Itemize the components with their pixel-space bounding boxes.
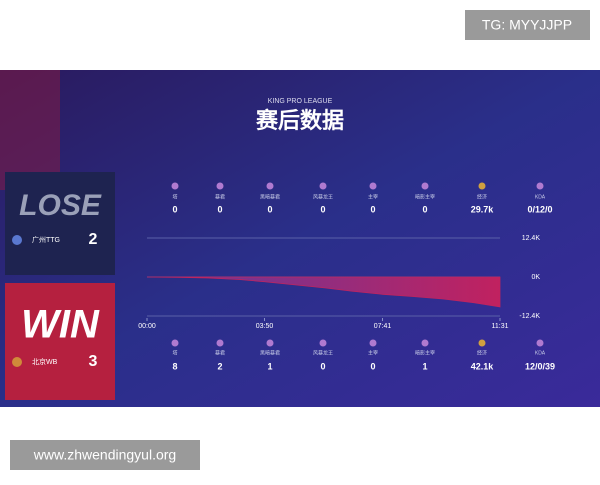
result: LOSE <box>19 189 102 222</box>
stat-icon <box>536 182 544 190</box>
stat-icon <box>421 182 429 190</box>
stat-label: 暴君 <box>215 193 225 200</box>
team-name: 广州TTG <box>32 235 60 244</box>
team-score: 3 <box>89 353 98 370</box>
stat-value: 0 <box>217 204 222 214</box>
gold-diff-area <box>146 276 501 308</box>
stat-label: 暴君 <box>215 349 225 356</box>
y-tick-label: 12.4K <box>522 235 541 242</box>
stat-icon <box>319 182 327 190</box>
stat-icon <box>369 182 377 190</box>
stat-icon <box>216 339 224 347</box>
stat-icon <box>369 339 377 347</box>
x-tick-label: 03:50 <box>256 323 274 330</box>
stat-icon <box>478 182 486 190</box>
stat-label: 暗影主宰 <box>415 349 435 356</box>
stat-value: 0 <box>267 204 272 214</box>
stat-icon <box>319 339 327 347</box>
y-tick-label: -12.4K <box>519 313 540 320</box>
stat-value: 2 <box>217 361 222 371</box>
stat-icon <box>216 182 224 190</box>
stat-value: 29.7k <box>471 204 495 214</box>
stat-value: 0 <box>422 204 427 214</box>
title: 赛后数据 <box>255 108 344 133</box>
stat-label: 经济 <box>477 193 487 200</box>
stat-label: KDA <box>535 194 546 200</box>
stat-label: 风暴龙王 <box>313 193 333 200</box>
stat-value: 0 <box>320 361 325 371</box>
stat-icon <box>171 339 179 347</box>
stat-value: 0/12/0 <box>527 204 552 214</box>
x-tick-label: 11:31 <box>492 323 509 330</box>
watermark: TG: MYYJJPP <box>482 17 572 33</box>
stat-value: 0 <box>370 361 375 371</box>
stat-label: 塔 <box>172 193 177 200</box>
team-name: 北京WB <box>32 357 58 366</box>
stat-label: 风暴龙王 <box>313 349 333 356</box>
watermark-box <box>465 10 590 40</box>
stat-icon <box>266 339 274 347</box>
stat-icon <box>478 339 486 347</box>
stat-value: 0 <box>172 204 177 214</box>
stat-label: 主宰 <box>368 349 378 356</box>
stat-label: KDA <box>535 350 546 356</box>
stat-label: 黑暗暴君 <box>260 193 280 200</box>
stat-value: 1 <box>267 361 272 371</box>
league: KING PRO LEAGUE <box>268 98 333 105</box>
stat-label: 黑暗暴君 <box>260 349 280 356</box>
stat-value: 0 <box>320 204 325 214</box>
result: WIN <box>21 303 100 347</box>
x-tick-label: 07:41 <box>374 323 392 330</box>
decor <box>0 70 60 190</box>
stat-value: 8 <box>172 361 177 371</box>
stat-value: 0 <box>370 204 375 214</box>
team-logo <box>12 235 22 245</box>
stat-label: 塔 <box>172 349 177 356</box>
team-score: 2 <box>89 231 98 248</box>
footer: www.zhwendingyul.org <box>33 447 176 463</box>
y-tick-label: 0K <box>531 274 540 281</box>
footer-box <box>10 440 200 470</box>
stat-value: 12/0/39 <box>525 361 555 371</box>
stat-value: 42.1k <box>471 361 495 371</box>
x-tick-label: 00:00 <box>138 323 156 330</box>
stat-icon <box>171 182 179 190</box>
win-panel <box>5 283 115 400</box>
stat-label: 暗影主宰 <box>415 193 435 200</box>
stat-value: 1 <box>422 361 427 371</box>
stat-icon <box>421 339 429 347</box>
stat-icon <box>536 339 544 347</box>
stat-label: 经济 <box>477 349 487 356</box>
lose-panel <box>5 172 115 275</box>
team-logo <box>12 357 22 367</box>
stat-icon <box>266 182 274 190</box>
stat-label: 主宰 <box>368 193 378 200</box>
